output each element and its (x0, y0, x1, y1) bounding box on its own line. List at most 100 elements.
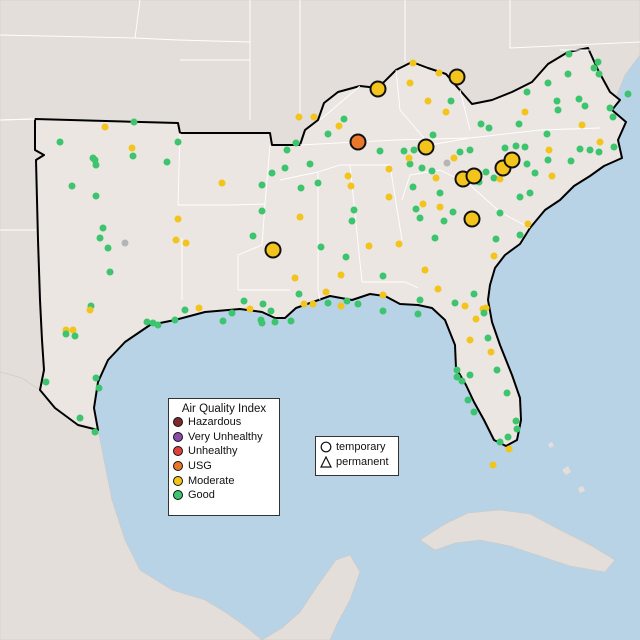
station-marker[interactable] (385, 193, 393, 201)
station-marker[interactable] (416, 214, 424, 222)
station-marker[interactable] (564, 70, 572, 78)
station-marker[interactable] (171, 316, 179, 324)
station-marker[interactable] (594, 58, 602, 66)
station-marker[interactable] (482, 168, 490, 176)
station-marker[interactable] (342, 253, 350, 261)
station-marker[interactable] (306, 160, 314, 168)
station-marker[interactable] (379, 272, 387, 280)
station-marker[interactable] (163, 158, 171, 166)
station-marker[interactable] (432, 174, 440, 182)
station-marker[interactable] (521, 108, 529, 116)
station-marker[interactable] (182, 239, 190, 247)
station-marker[interactable] (347, 182, 355, 190)
station-marker[interactable] (610, 143, 618, 151)
temporary-station-marker[interactable] (369, 80, 387, 98)
station-marker[interactable] (281, 164, 289, 172)
station-marker[interactable] (543, 130, 551, 138)
station-marker[interactable] (337, 302, 345, 310)
station-marker[interactable] (489, 461, 497, 469)
station-marker[interactable] (62, 330, 70, 338)
station-marker[interactable] (435, 69, 443, 77)
station-marker[interactable] (300, 300, 308, 308)
station-marker[interactable] (578, 121, 586, 129)
station-marker[interactable] (554, 106, 562, 114)
station-marker[interactable] (56, 138, 64, 146)
station-marker[interactable] (596, 138, 604, 146)
station-marker[interactable] (409, 183, 417, 191)
station-marker[interactable] (405, 154, 413, 162)
temporary-station-marker[interactable] (349, 133, 367, 151)
station-marker[interactable] (505, 445, 513, 453)
station-marker[interactable] (228, 309, 236, 317)
station-marker[interactable] (595, 148, 603, 156)
station-marker[interactable] (434, 285, 442, 293)
station-marker[interactable] (431, 234, 439, 242)
station-marker[interactable] (523, 88, 531, 96)
station-marker[interactable] (92, 192, 100, 200)
station-marker[interactable] (406, 160, 414, 168)
station-marker[interactable] (456, 148, 464, 156)
station-marker[interactable] (428, 167, 436, 175)
station-marker[interactable] (544, 79, 552, 87)
station-marker[interactable] (553, 97, 561, 105)
station-marker[interactable] (595, 70, 603, 78)
station-marker[interactable] (436, 203, 444, 211)
station-marker[interactable] (548, 172, 556, 180)
station-marker[interactable] (143, 318, 151, 326)
station-marker[interactable] (429, 131, 437, 139)
station-marker[interactable] (249, 232, 257, 240)
station-marker[interactable] (69, 326, 77, 334)
temporary-station-marker[interactable] (503, 151, 521, 169)
station-marker[interactable] (287, 317, 295, 325)
station-marker[interactable] (268, 169, 276, 177)
station-marker[interactable] (340, 115, 348, 123)
station-marker[interactable] (317, 243, 325, 251)
station-marker[interactable] (421, 266, 429, 274)
station-marker[interactable] (376, 147, 384, 155)
station-marker[interactable] (240, 297, 248, 305)
station-marker[interactable] (195, 304, 203, 312)
station-marker[interactable] (76, 414, 84, 422)
temporary-station-marker[interactable] (465, 167, 483, 185)
station-marker[interactable] (219, 317, 227, 325)
station-marker[interactable] (128, 144, 136, 152)
station-marker[interactable] (95, 384, 103, 392)
station-marker[interactable] (258, 207, 266, 215)
station-marker[interactable] (418, 164, 426, 172)
station-marker[interactable] (86, 306, 94, 314)
station-marker[interactable] (576, 145, 584, 153)
station-marker[interactable] (424, 97, 432, 105)
station-marker[interactable] (218, 179, 226, 187)
station-marker[interactable] (297, 184, 305, 192)
station-marker[interactable] (101, 123, 109, 131)
station-marker[interactable] (406, 79, 414, 87)
station-marker[interactable] (590, 64, 598, 72)
station-marker[interactable] (295, 113, 303, 121)
station-marker[interactable] (449, 208, 457, 216)
station-marker[interactable] (258, 181, 266, 189)
station-marker[interactable] (410, 146, 418, 154)
station-marker[interactable] (295, 290, 303, 298)
station-marker[interactable] (310, 113, 318, 121)
temporary-station-marker[interactable] (264, 241, 282, 259)
station-marker[interactable] (172, 236, 180, 244)
station-marker[interactable] (512, 142, 520, 150)
station-marker[interactable] (624, 90, 632, 98)
station-marker[interactable] (512, 417, 520, 425)
station-marker[interactable] (354, 300, 362, 308)
station-marker[interactable] (343, 297, 351, 305)
station-marker[interactable] (259, 300, 267, 308)
station-marker[interactable] (335, 122, 343, 130)
station-marker[interactable] (71, 332, 79, 340)
station-marker[interactable] (409, 59, 417, 67)
station-marker[interactable] (565, 50, 573, 58)
temporary-station-marker[interactable] (417, 138, 435, 156)
station-marker[interactable] (68, 182, 76, 190)
station-marker[interactable] (104, 244, 112, 252)
station-marker[interactable] (513, 425, 521, 433)
station-marker[interactable] (174, 215, 182, 223)
station-marker[interactable] (344, 172, 352, 180)
station-marker[interactable] (92, 161, 100, 169)
station-marker[interactable] (567, 157, 575, 165)
station-marker[interactable] (487, 348, 495, 356)
